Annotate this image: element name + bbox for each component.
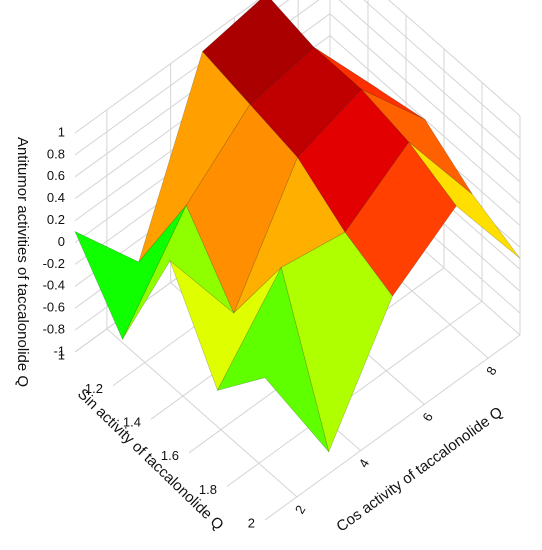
z-tick-label: -0.6: [43, 300, 65, 315]
surface-patch: [216, 266, 330, 453]
z-tick-label: 0.4: [47, 190, 65, 205]
z-tick-label: -1: [53, 343, 65, 358]
x-tick-label: 4: [356, 456, 373, 470]
z-tick-label: 0.2: [47, 212, 65, 227]
surface-patch: [344, 141, 457, 297]
x-tick-label: 6: [419, 410, 436, 424]
z-tick-label: 1: [58, 124, 65, 139]
grid-line: [74, 0, 260, 134]
z-tick-label: 0: [58, 234, 65, 249]
z-tick-label: -0.8: [43, 322, 65, 337]
x-axis-title: Cos activity of taccalonolide Q: [333, 404, 506, 536]
z-tick-label: -0.2: [43, 256, 65, 271]
y-axis-title: Sin activity of taccalonolide Q: [74, 385, 227, 533]
grid-line: [338, 0, 521, 161]
grid-line: [106, 328, 298, 498]
x-tick-label: 2: [292, 503, 309, 517]
grid-line: [388, 0, 521, 117]
grid-line: [264, 334, 521, 521]
y-tick-label: 1.4: [123, 415, 141, 430]
z-tick-label: 0.6: [47, 168, 65, 183]
y-tick-label: 1: [58, 347, 65, 362]
z-tick-label: 0.8: [47, 146, 65, 161]
y-tick-label: 2: [248, 515, 255, 530]
grid-line: [363, 0, 521, 139]
z-axis-title: Antitumor activities of taccalonolide Q: [14, 137, 31, 387]
grid-line: [226, 300, 483, 487]
x-tick-label: 8: [483, 364, 500, 378]
y-tick-label: 1.2: [85, 381, 103, 396]
y-tick-label: 1.8: [199, 482, 217, 497]
z-tick-label: -0.4: [43, 278, 65, 293]
surface-patch: [74, 205, 187, 340]
grid-line: [329, 13, 521, 183]
y-tick-label: 1.6: [161, 448, 179, 463]
